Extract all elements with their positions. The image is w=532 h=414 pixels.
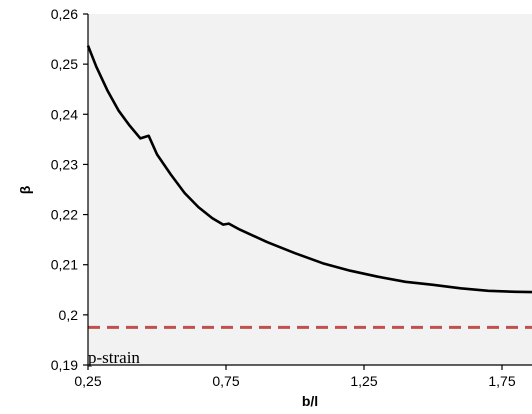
y-tick-label: 0,25 <box>51 56 78 72</box>
y-tick-label: 0,21 <box>51 257 78 273</box>
y-tick-label: 0,19 <box>51 357 78 373</box>
y-tick-label: 0,23 <box>51 156 78 172</box>
y-tick-label: 0,22 <box>51 207 78 223</box>
x-tick-label: 0,75 <box>212 373 239 389</box>
plot-area <box>88 14 532 365</box>
annotation-label: p-strain <box>88 348 140 367</box>
series-line-1 <box>86 45 532 294</box>
x-tick-label: 1,25 <box>350 373 377 389</box>
y-tick-label: 0,2 <box>59 307 79 323</box>
y-axis-label: β <box>17 185 33 194</box>
x-tick-label: 1,75 <box>488 373 515 389</box>
y-tick-label: 0,26 <box>51 6 78 22</box>
x-axis-label: b/l <box>302 393 318 409</box>
y-tick-label: 0,24 <box>51 106 78 122</box>
x-tick-label: 0,25 <box>74 373 101 389</box>
